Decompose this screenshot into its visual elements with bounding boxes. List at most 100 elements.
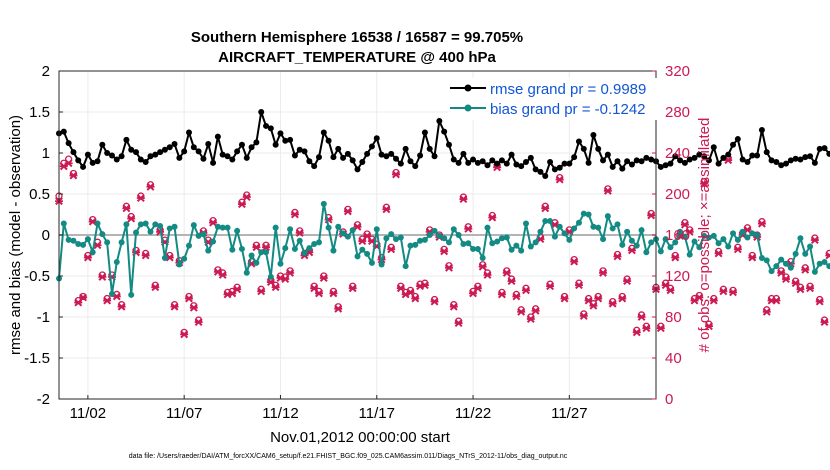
obs-assimilated-marker: [290, 210, 299, 219]
obs-assimilated-marker: [189, 303, 198, 312]
bias-point: [75, 241, 82, 248]
rmse-point: [397, 160, 404, 167]
bias-point: [498, 235, 505, 242]
bias-point: [744, 234, 751, 241]
bias-point: [470, 245, 477, 252]
x-tick-label: 11/17: [359, 405, 395, 422]
bias-point: [566, 236, 573, 243]
obs-assimilated-marker: [329, 289, 338, 298]
bias-point: [335, 223, 342, 230]
obs-assimilated-marker: [286, 269, 295, 277]
bias-point: [556, 223, 563, 230]
rmse-point: [498, 157, 505, 164]
bias-point: [816, 260, 823, 267]
obs-assimilated-marker: [666, 286, 675, 295]
bias-point: [421, 236, 428, 243]
legend: rmse grand pr = 0.9989 bias grand pr = -…: [448, 78, 658, 120]
rmse-point: [368, 143, 375, 150]
rmse-point: [763, 149, 770, 156]
rmse-point: [537, 168, 544, 175]
bias-point: [320, 200, 327, 207]
rmse-point: [518, 163, 525, 170]
rmse-point: [340, 154, 347, 161]
obs-assimilated-marker: [791, 279, 800, 288]
rmse-point: [445, 141, 452, 148]
rmse-point: [436, 118, 443, 125]
left-axis-label: rmse and bias (model - observation): [7, 115, 24, 355]
obs-assimilated-marker: [257, 287, 266, 296]
obs-assimilated-marker: [531, 306, 540, 315]
bias-point: [445, 239, 452, 246]
rmse-point: [344, 150, 351, 157]
rmse-point: [811, 159, 818, 166]
rmse-point: [166, 144, 173, 151]
obs-assimilated-marker: [560, 294, 569, 303]
bias-point: [734, 236, 741, 243]
obs-assimilated-marker: [647, 211, 656, 220]
bias-point: [768, 268, 775, 275]
bias-point: [287, 226, 294, 233]
rmse-point: [792, 155, 799, 162]
right-tick-label: 200: [665, 186, 690, 203]
bias-point: [147, 228, 154, 235]
rmse-point: [383, 153, 390, 160]
bias-point: [479, 254, 486, 261]
bias-point: [604, 213, 611, 220]
bias-point: [224, 224, 231, 231]
bias-point: [551, 233, 558, 240]
right-tick-label: 320: [665, 63, 690, 80]
bias-point: [277, 260, 284, 267]
rmse-point: [267, 125, 274, 132]
obs-assimilated-marker: [420, 281, 429, 290]
obs-assimilated-marker: [613, 252, 622, 261]
bias-point: [94, 220, 101, 227]
bias-point: [89, 249, 96, 256]
left-axis-ticks: -2 -1.5 -1 -0.5 0 0.5 1 1.5 2: [24, 63, 63, 408]
obs-assimilated-marker: [98, 273, 107, 281]
bias-point: [157, 222, 164, 229]
bias-point: [243, 269, 250, 276]
rmse-point: [638, 158, 645, 165]
bias-point: [826, 263, 830, 270]
obs-assimilated-marker: [810, 236, 819, 245]
rmse-point: [768, 157, 775, 164]
rmse-point: [441, 128, 448, 135]
rmse-point: [388, 150, 395, 157]
bias-point: [359, 246, 366, 253]
obs-assimilated-marker: [136, 194, 145, 203]
bias-point: [330, 247, 337, 254]
rmse-point: [628, 161, 635, 168]
obs-assimilated-marker: [170, 302, 179, 311]
bias-point: [681, 233, 688, 240]
bias-point: [696, 244, 703, 251]
bias-point: [811, 268, 818, 275]
rmse-points: [56, 109, 830, 179]
rmse-point: [291, 152, 298, 159]
bias-point: [397, 234, 404, 241]
bias-point: [778, 256, 785, 263]
bias-point: [821, 259, 828, 266]
right-tick-label: 160: [665, 227, 690, 244]
bias-point: [99, 231, 106, 238]
rmse-point: [185, 129, 192, 136]
bias-point: [344, 233, 351, 240]
bias-point: [503, 234, 510, 241]
rmse-point: [730, 141, 737, 148]
obs-assimilated-marker: [497, 290, 506, 299]
rmse-point: [118, 153, 125, 160]
rmse-point: [65, 140, 72, 147]
obs-assimilated-marker: [709, 296, 718, 305]
obs-assimilated-marker: [406, 288, 415, 297]
rmse-point: [147, 153, 154, 160]
bias-point: [782, 260, 789, 267]
rmse-point: [243, 154, 250, 161]
bias-point: [171, 223, 178, 230]
bias-point: [349, 227, 356, 234]
bias-point: [465, 240, 472, 247]
bias-point: [152, 221, 159, 228]
obs-assimilated-marker: [589, 301, 598, 310]
bias-point: [234, 227, 241, 234]
rmse-point: [320, 129, 327, 136]
obs-assimilated-marker: [64, 159, 73, 168]
